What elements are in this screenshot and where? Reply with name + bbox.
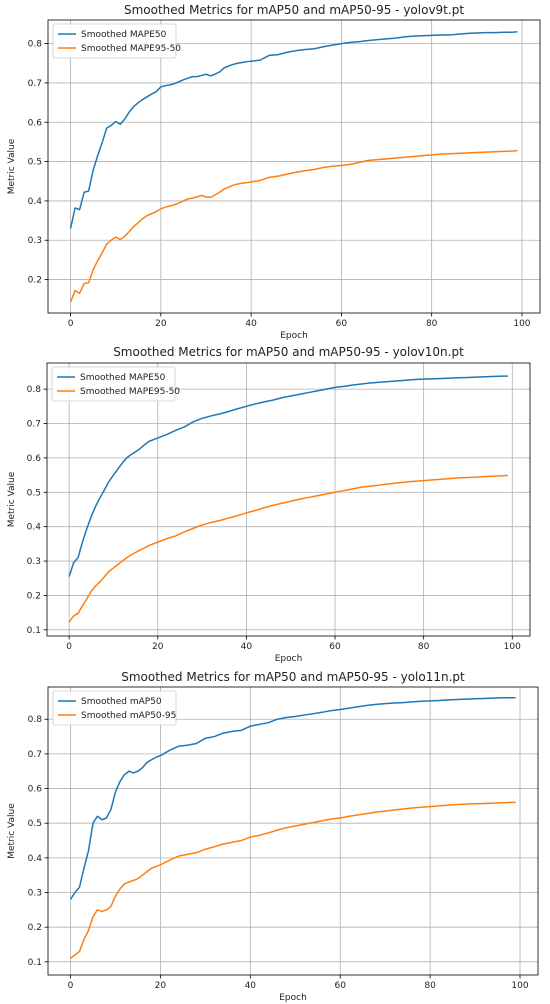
y-tick-label: 0.8 — [28, 40, 43, 50]
y-tick-label: 0.8 — [27, 385, 42, 395]
x-tick-label: 80 — [424, 981, 436, 991]
y-axis-label: Metric Value — [7, 471, 17, 527]
x-tick-label: 100 — [511, 981, 528, 991]
x-tick-label: 60 — [336, 319, 348, 329]
y-tick-label: 0.5 — [27, 488, 41, 498]
x-tick-label: 80 — [426, 319, 438, 329]
y-axis-label: Metric Value — [7, 138, 17, 194]
legend-box — [51, 366, 176, 402]
legend-label: Smoothed mAP50-95 — [81, 711, 176, 721]
x-tick-label: 20 — [152, 642, 164, 652]
x-tick-label: 100 — [513, 319, 530, 329]
series-line-map50-95 — [69, 149, 518, 303]
plot-frame — [46, 362, 531, 637]
legend-box — [52, 23, 177, 59]
legend-label: Smoothed mAP50 — [81, 697, 162, 707]
x-tick-label: 20 — [155, 981, 167, 991]
x-axis-label: Epoch — [279, 993, 307, 1003]
x-tick-label: 40 — [241, 642, 253, 652]
y-tick-label: 0.1 — [27, 626, 41, 636]
chart-title: Smoothed Metrics for mAP50 and mAP50-95 … — [124, 3, 464, 17]
y-tick-label: 0.7 — [27, 420, 41, 430]
y-tick-label: 0.4 — [27, 523, 42, 533]
legend-label: Smoothed MAPE50 — [80, 373, 166, 383]
y-tick-label: 0.8 — [28, 715, 43, 725]
plot-frame — [47, 19, 541, 314]
plot-frame — [47, 686, 539, 976]
y-tick-label: 0.3 — [28, 236, 42, 246]
y-tick-label: 0.6 — [27, 454, 42, 464]
legend: Smoothed MAPE50 Smoothed MAPE95-50 — [52, 23, 181, 59]
x-tick-label: 80 — [418, 642, 430, 652]
y-tick-label: 0.4 — [28, 197, 43, 207]
chart-3: Smoothed Metrics for mAP50 and mAP50-95 … — [7, 670, 539, 1003]
x-axis-label: Epoch — [275, 654, 303, 664]
y-tick-label: 0.7 — [28, 79, 42, 89]
y-tick-label: 0.5 — [28, 819, 42, 829]
y-tick-label: 0.2 — [28, 276, 42, 286]
x-tick-label: 100 — [504, 642, 521, 652]
chart-2: Smoothed Metrics for mAP50 and mAP50-95 … — [7, 345, 531, 664]
chart-title: Smoothed Metrics for mAP50 and mAP50-95 … — [113, 345, 464, 359]
x-tick-label: 60 — [334, 981, 346, 991]
series-line-map50 — [69, 31, 518, 229]
x-tick-label: 40 — [245, 319, 257, 329]
legend-label: Smoothed MAPE95-50 — [80, 387, 180, 397]
series-line-map50-95 — [70, 801, 516, 959]
x-axis-label: Epoch — [280, 331, 308, 341]
x-tick-label: 60 — [329, 642, 341, 652]
chart-title: Smoothed Metrics for mAP50 and mAP50-95 … — [121, 670, 465, 684]
y-axis-label: Metric Value — [7, 803, 17, 859]
x-tick-label: 40 — [245, 981, 257, 991]
legend: Smoothed mAP50 Smoothed mAP50-95 — [52, 690, 177, 726]
y-tick-label: 0.3 — [28, 889, 42, 899]
y-tick-label: 0.2 — [28, 923, 42, 933]
series-line-map50-95 — [68, 474, 508, 623]
chart-1: Smoothed Metrics for mAP50 and mAP50-95 … — [7, 3, 541, 341]
x-tick-label: 20 — [155, 319, 167, 329]
y-tick-label: 0.4 — [28, 854, 43, 864]
x-tick-label: 0 — [66, 642, 72, 652]
y-tick-label: 0.6 — [28, 118, 43, 128]
x-tick-label: 0 — [68, 981, 74, 991]
legend-box — [52, 690, 177, 726]
y-tick-label: 0.6 — [28, 785, 43, 795]
y-tick-label: 0.1 — [28, 958, 42, 968]
x-tick-label: 0 — [68, 319, 74, 329]
series-line-map50 — [69, 696, 516, 900]
legend-label: Smoothed MAPE95-50 — [81, 44, 181, 54]
legend-label: Smoothed MAPE50 — [81, 30, 167, 40]
y-tick-label: 0.2 — [27, 591, 41, 601]
y-tick-label: 0.3 — [27, 557, 41, 567]
y-tick-label: 0.7 — [28, 750, 42, 760]
y-tick-label: 0.5 — [28, 158, 42, 168]
legend: Smoothed MAPE50 Smoothed MAPE95-50 — [51, 366, 180, 402]
series-line-map50 — [68, 375, 508, 577]
